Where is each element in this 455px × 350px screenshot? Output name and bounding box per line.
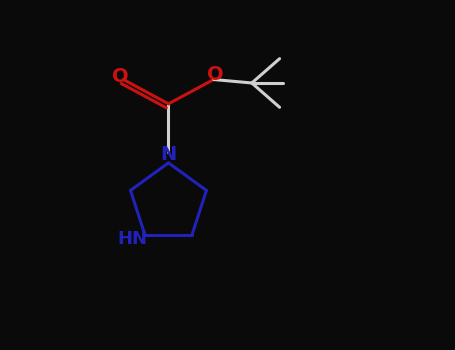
Text: N: N: [160, 145, 177, 164]
Text: O: O: [111, 66, 128, 85]
Text: O: O: [207, 65, 224, 84]
Text: HN: HN: [118, 230, 148, 247]
